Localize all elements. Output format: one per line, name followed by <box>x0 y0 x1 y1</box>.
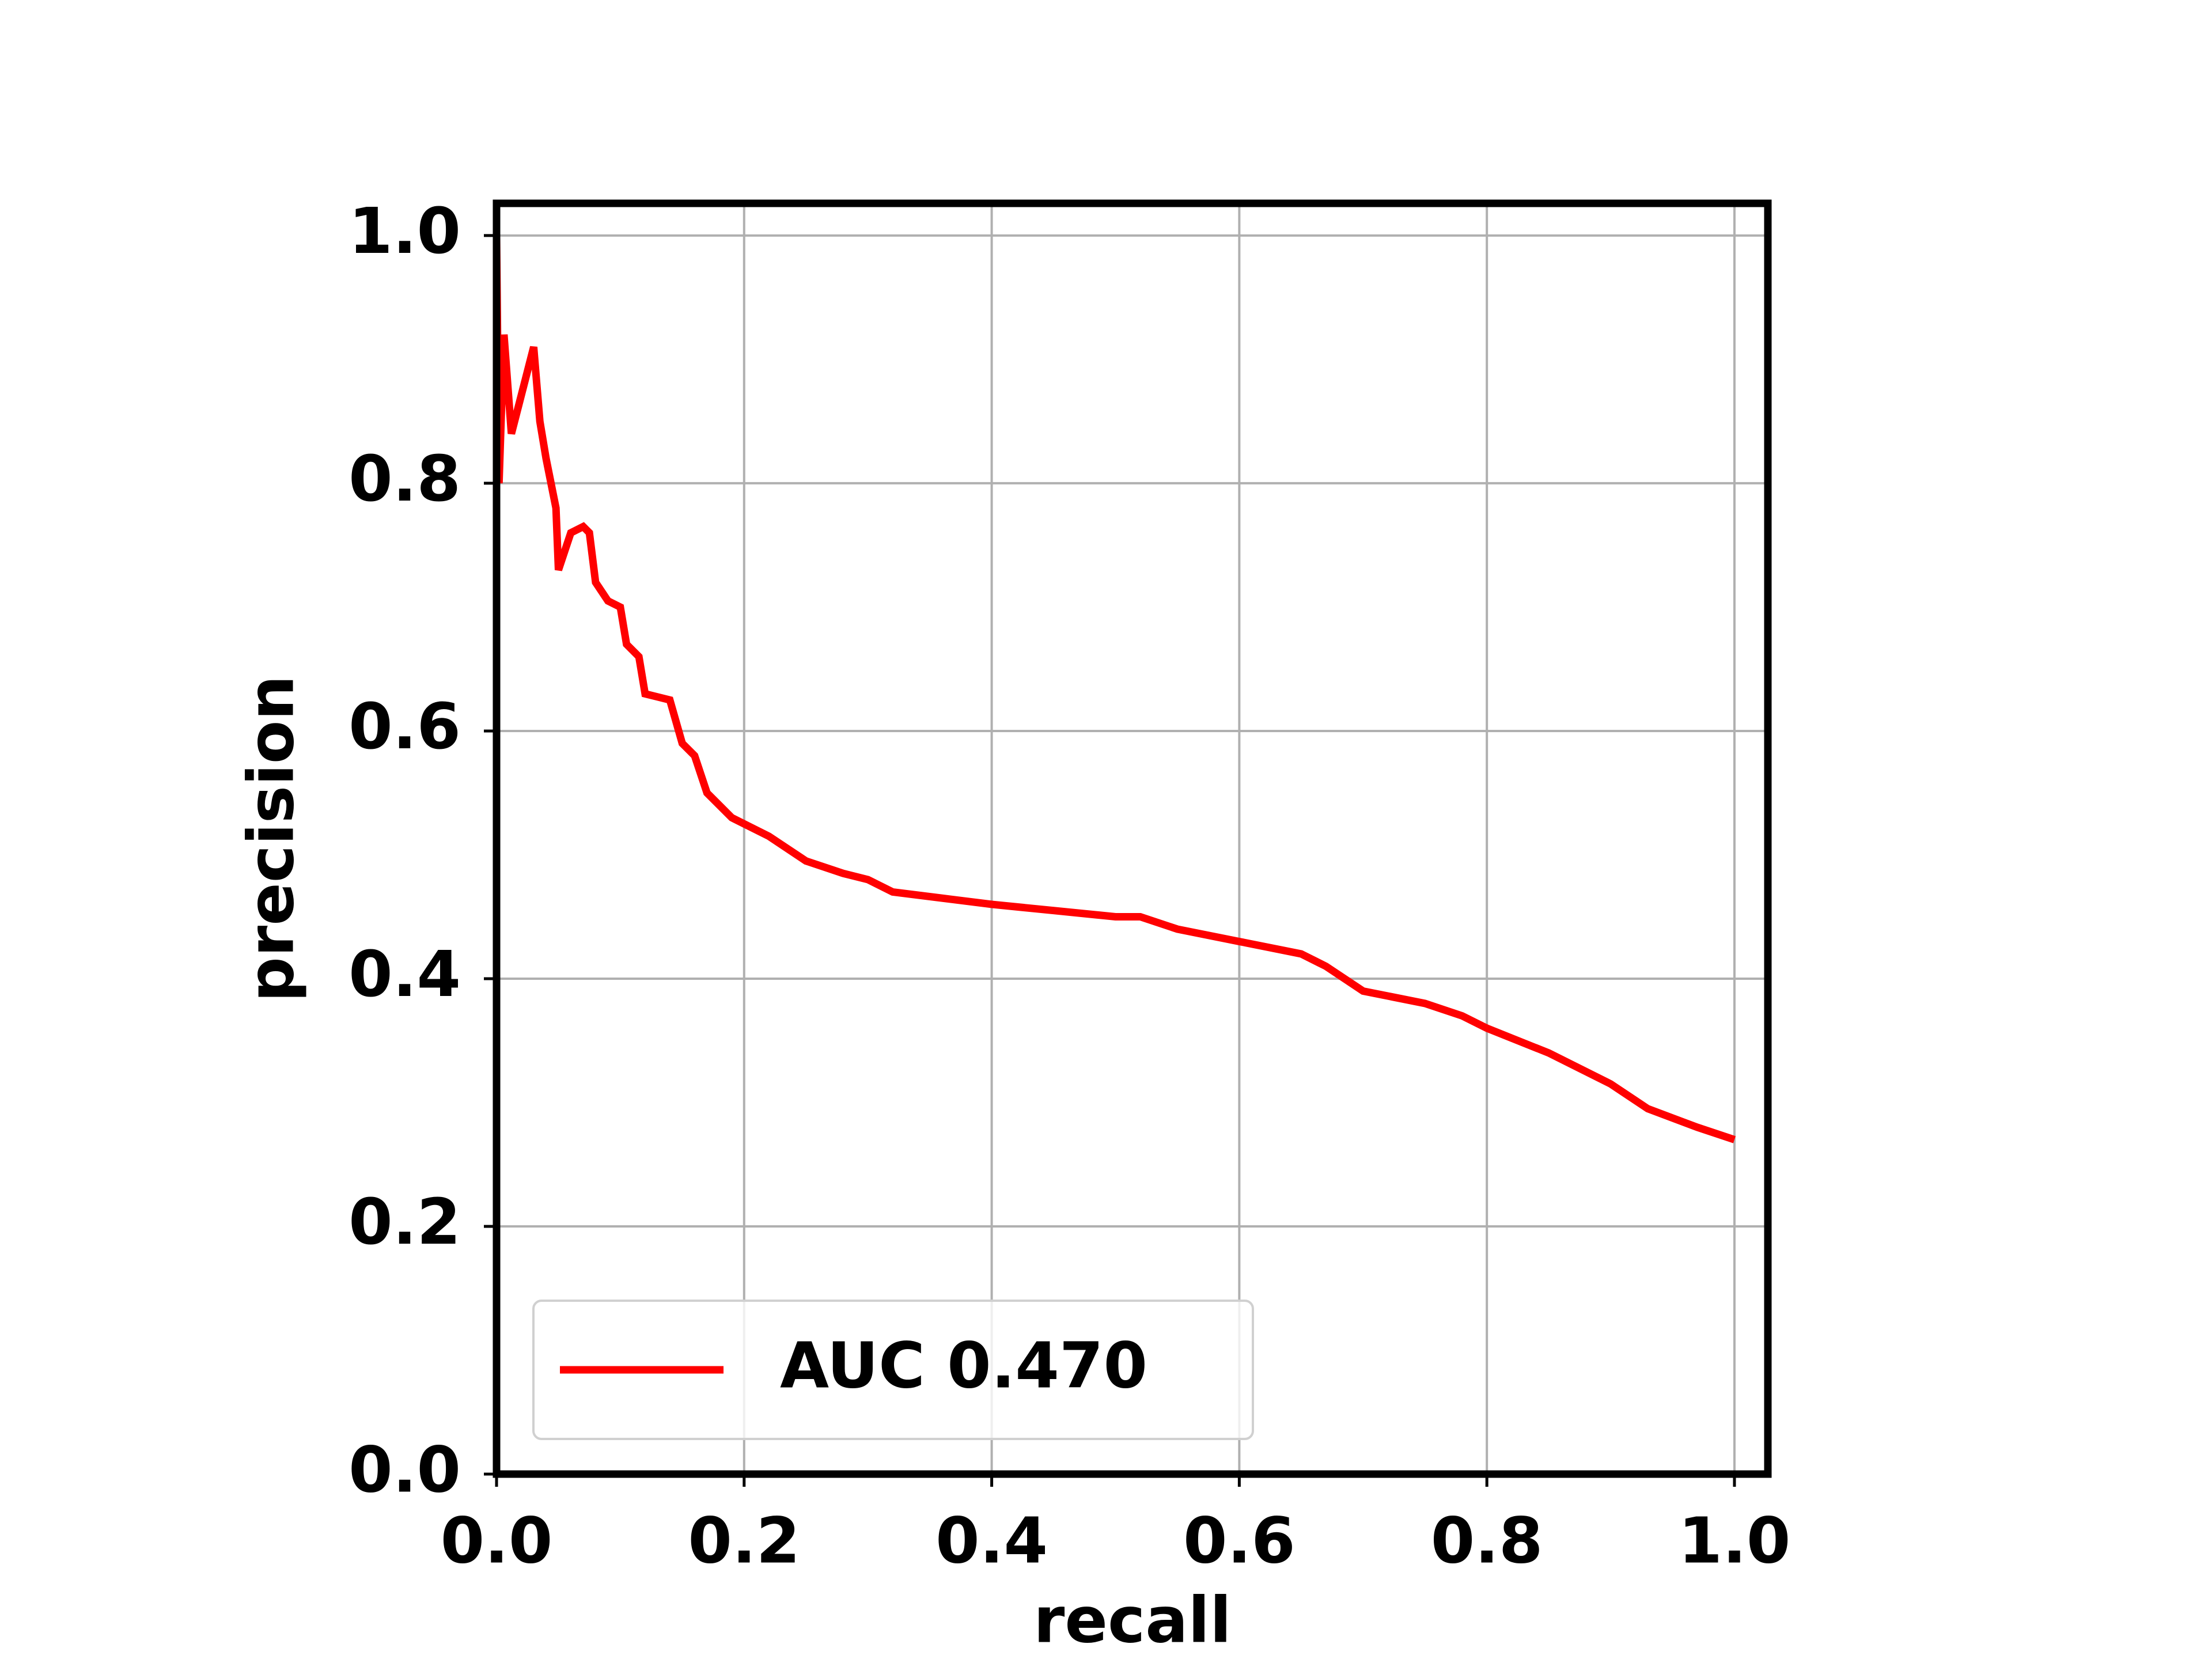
x-tick-label: 0.6 <box>1183 1503 1296 1577</box>
x-tick-label: 1.0 <box>1679 1503 1791 1577</box>
legend-label: AUC 0.470 <box>780 1328 1147 1402</box>
x-tick-label: 0.0 <box>441 1503 553 1577</box>
y-tick-label: 0.8 <box>349 442 461 516</box>
x-axis-label: recall <box>1033 1583 1232 1657</box>
x-tick-label: 0.4 <box>935 1503 1048 1577</box>
legend-box <box>532 1300 1254 1440</box>
y-tick-label: 0.6 <box>349 690 461 763</box>
y-axis-label: precision <box>234 675 308 1002</box>
y-tick-label: 0.0 <box>349 1433 461 1506</box>
x-tick-label: 0.2 <box>688 1503 800 1577</box>
y-tick-label: 0.2 <box>349 1185 461 1259</box>
plot-frame <box>493 199 1772 1478</box>
y-tick-label: 0.4 <box>349 937 461 1011</box>
y-tick-label: 1.0 <box>349 194 461 268</box>
series-line <box>493 235 1736 1143</box>
x-tick-label: 0.8 <box>1431 1503 1543 1577</box>
